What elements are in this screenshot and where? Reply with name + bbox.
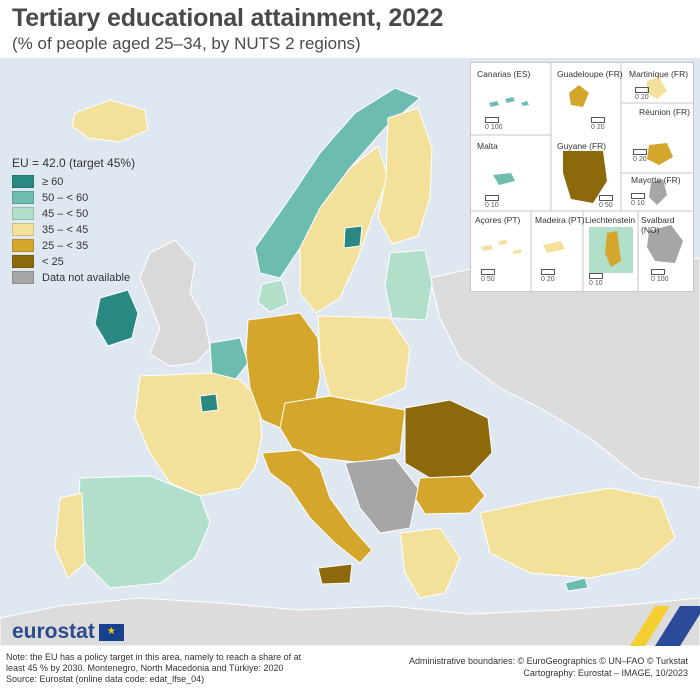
insets-panel: Canarias (ES) 0 100 Guadeloupe (FR) 0 20… (470, 62, 694, 292)
credit-line: Cartography: Eurostat – IMAGE, 10/2023 (523, 668, 688, 678)
eu-flag-icon: ★ (98, 623, 124, 641)
region-balkans (344, 457, 419, 534)
insets-grid (471, 63, 693, 291)
eurostat-logo: eurostat ★ (12, 620, 124, 644)
inset-scale-malta: 0 10 (485, 195, 499, 209)
region-greece (399, 527, 461, 599)
note-line: least 45 % by 2030. Montenegro, North Ma… (6, 663, 284, 673)
region-central-europe (279, 395, 406, 464)
region-denmark (257, 279, 289, 313)
inset-label-acores: Açores (PT) (475, 215, 521, 225)
region-turkiye (479, 487, 676, 579)
legend-title: EU = 42.0 (target 45%) (12, 156, 136, 170)
region-france (134, 372, 263, 497)
inset-guadeloupe-shape (569, 85, 589, 107)
region-iceland (71, 99, 149, 143)
inset-liechtenstein-region (605, 231, 621, 267)
legend-swatch (12, 207, 34, 220)
region-romania (404, 399, 493, 479)
note: Note: the EU has a policy target in this… (6, 652, 356, 685)
inset-label-madeira: Madeira (PT) (535, 215, 585, 225)
credit-line: Administrative boundaries: © EuroGeograp… (408, 656, 688, 666)
source-line: Source: Eurostat (online data code: edat… (6, 674, 205, 684)
legend-swatch (12, 239, 34, 252)
inset-scale-acores: 0 50 (481, 269, 495, 283)
region-finland (377, 107, 433, 245)
map-subtitle: (% of people aged 25–34, by NUTS 2 regio… (12, 34, 361, 53)
region-portugal (54, 492, 86, 579)
legend-label: Data not available (42, 271, 131, 284)
inset-acores-shape (481, 240, 521, 254)
region-spain (77, 475, 211, 589)
note-line: Note: the EU has a policy target in this… (6, 652, 302, 662)
legend-swatch (12, 255, 34, 268)
legend-label: 45 – < 50 (42, 207, 89, 220)
inset-canarias-shape (489, 97, 529, 107)
region-bulgaria (414, 475, 486, 515)
inset-scale-mayotte: 0 10 (631, 193, 645, 207)
inset-label-guadeloupe: Guadeloupe (FR) (557, 69, 623, 79)
region-cyprus (564, 577, 589, 592)
inset-label-guyane: Guyane (FR) (557, 141, 607, 151)
region-uk (139, 239, 211, 367)
region-baltics (384, 249, 433, 321)
legend-item: 35 – < 45 (12, 222, 160, 237)
credits: Administrative boundaries: © EuroGeograp… (388, 655, 688, 679)
region-italy (261, 449, 373, 564)
inset-label-reunion: Réunion (FR) (639, 107, 691, 117)
legend-label: 35 – < 45 (42, 223, 89, 236)
legend-swatch (12, 175, 34, 188)
europe-map (0, 87, 700, 646)
inset-malta-shape (493, 173, 515, 185)
inset-label-mayotte: Mayotte (FR) (631, 175, 681, 185)
region-ireland (94, 289, 139, 347)
inset-scale-guyane: 0 50 (599, 195, 613, 209)
legend-swatch (12, 223, 34, 236)
region-stockholm (343, 225, 363, 249)
legend-item: ≥ 60 (12, 174, 160, 189)
region-benelux (209, 337, 249, 381)
legend-item: 45 – < 50 (12, 206, 160, 221)
legend-item: 25 – < 35 (12, 238, 160, 253)
inset-martinique-shape (647, 77, 667, 99)
map-title: Tertiary educational attainment, 2022 (12, 4, 444, 32)
inset-label-svalbard: Svalbard (NO) (641, 215, 675, 235)
inset-scale-svalbard: 0 100 (651, 269, 669, 283)
inset-scale-reunion: 0 20 (633, 149, 647, 163)
inset-reunion-shape (647, 143, 673, 165)
inset-madeira-shape (543, 241, 565, 253)
legend: EU = 42.0 (target 45%) ≥ 60 50 – < 60 45… (12, 156, 160, 286)
legend-label: 50 – < 60 (42, 191, 89, 204)
inset-label-canarias: Canarias (ES) (477, 69, 531, 79)
inset-mayotte-shape (649, 179, 667, 205)
inset-scale-madeira: 0 20 (541, 269, 555, 283)
inset-label-martinique: Martinique (FR) (629, 69, 689, 79)
region-poland (317, 315, 411, 404)
legend-item: 50 – < 60 (12, 190, 160, 205)
inset-scale-martinique: 0 20 (635, 87, 649, 101)
inset-scale-liechtenstein: 0 10 (589, 273, 603, 287)
corner-decoration (630, 606, 700, 646)
legend-label: 25 – < 35 (42, 239, 89, 252)
legend-swatch (12, 271, 34, 284)
inset-scale-canarias: 0 100 (485, 117, 503, 131)
eurostat-logo-text: eurostat (12, 620, 95, 643)
landmass-north-africa (0, 597, 700, 646)
region-sicily (317, 563, 353, 585)
legend-item: < 25 (12, 254, 160, 269)
inset-svalbard-shape (647, 225, 683, 263)
legend-item: Data not available (12, 270, 160, 285)
inset-guyane-shape (563, 151, 607, 203)
inset-scale-guadeloupe: 0 20 (591, 117, 605, 131)
inset-label-liechtenstein: Liechtenstein (585, 215, 636, 225)
region-sweden (299, 145, 389, 314)
region-norway (254, 87, 421, 279)
legend-label: < 25 (42, 255, 64, 268)
legend-swatch (12, 191, 34, 204)
region-ile-de-france (199, 393, 219, 413)
legend-label: ≥ 60 (42, 175, 64, 188)
inset-label-malta: Malta (477, 141, 498, 151)
